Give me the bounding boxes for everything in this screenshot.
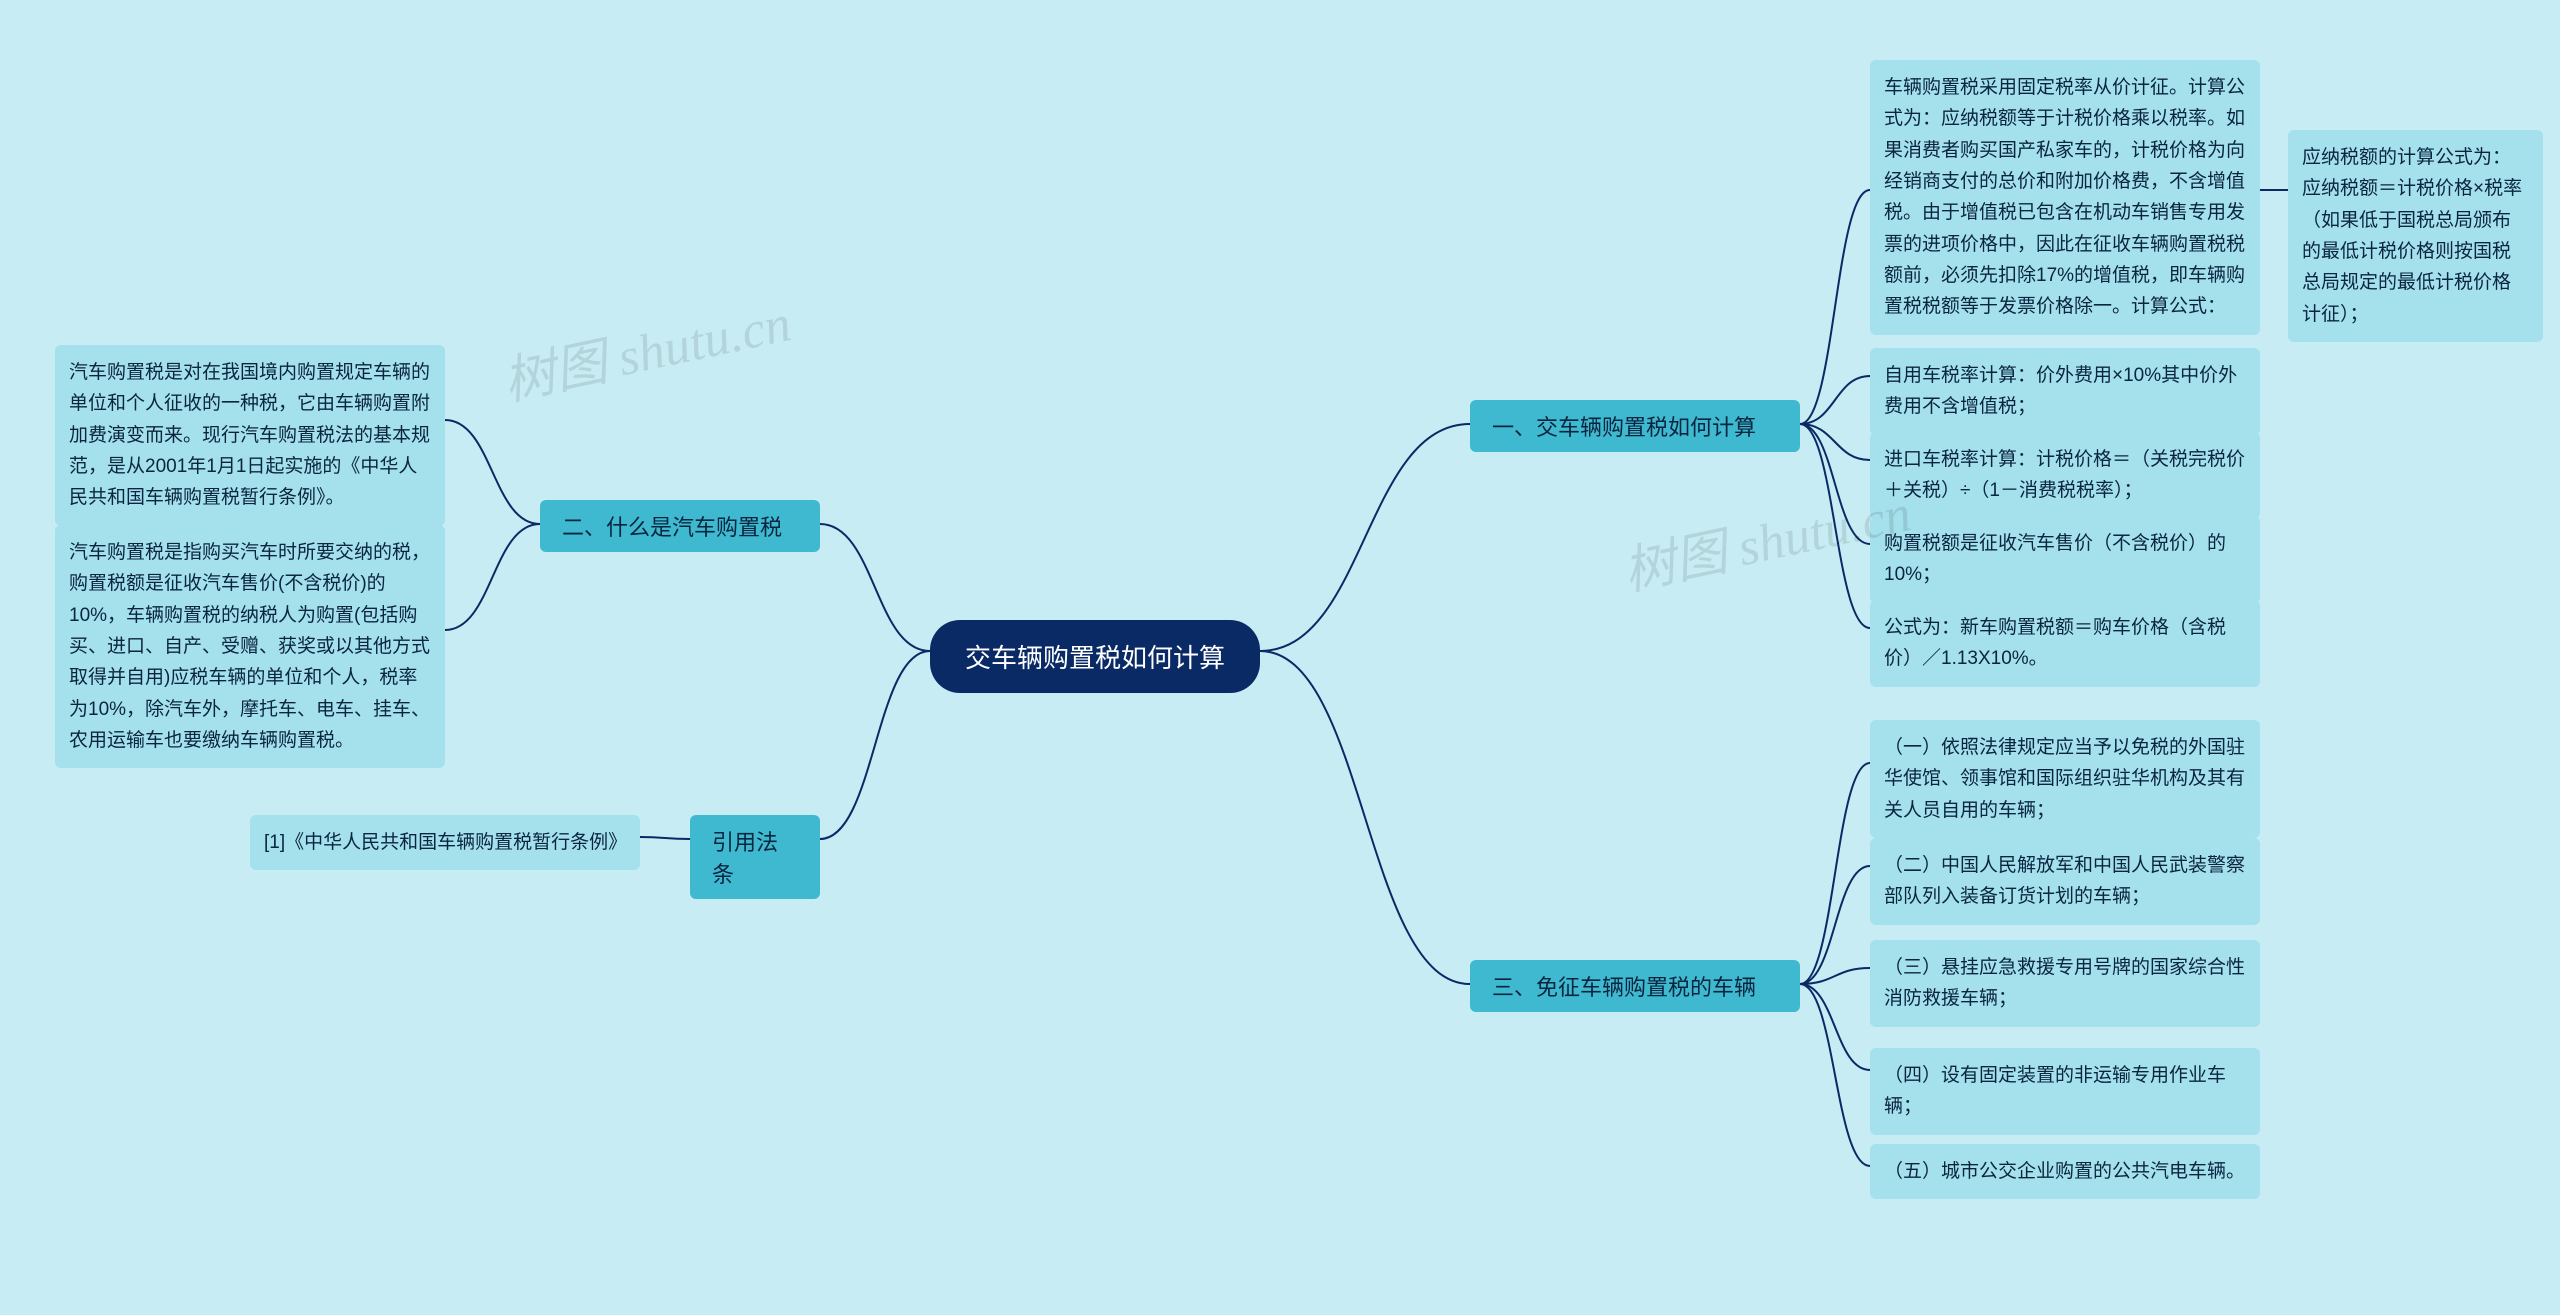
- branch-label: 引用法条: [712, 830, 778, 887]
- leaf-node-b1c4: 购置税额是征收汽车售价（不含税价）的10%；: [1870, 516, 2260, 603]
- leaf-text: （二）中国人民解放军和中国人民武装警察部队列入装备订货计划的车辆；: [1884, 855, 2245, 907]
- leaf-text: 公式为：新车购置税额＝购车价格（含税价）／1.13X10%。: [1884, 617, 2226, 669]
- branch-node-b1: 一、交车辆购置税如何计算: [1470, 400, 1800, 452]
- leaf-node-b1c1: 车辆购置税采用固定税率从价计征。计算公式为：应纳税额等于计税价格乘以税率。如果消…: [1870, 60, 2260, 335]
- leaf-node-b2c1: （一）依照法律规定应当予以免税的外国驻华使馆、领事馆和国际组织驻华机构及其有关人…: [1870, 720, 2260, 838]
- leaf-text: 汽车购置税是指购买汽车时所要交纳的税，购置税额是征收汽车售价(不含税价)的10%…: [69, 542, 430, 751]
- center-node: 交车辆购置税如何计算: [930, 620, 1260, 693]
- leaf-node-b2c2: （二）中国人民解放军和中国人民武装警察部队列入装备订货计划的车辆；: [1870, 838, 2260, 925]
- leaf-text: （四）设有固定装置的非运输专用作业车辆；: [1884, 1065, 2226, 1117]
- mindmap-canvas: 交车辆购置税如何计算 一、交车辆购置税如何计算 车辆购置税采用固定税率从价计征。计算…: [0, 0, 2560, 1315]
- leaf-text: 应纳税额的计算公式为：应纳税额＝计税价格×税率（如果低于国税总局颁布的最低计税价…: [2302, 147, 2522, 325]
- leaf-node-b4c1: [1]《中华人民共和国车辆购置税暂行条例》: [250, 815, 640, 870]
- branch-node-b4: 引用法条: [690, 815, 820, 899]
- leaf-node-b2c4: （四）设有固定装置的非运输专用作业车辆；: [1870, 1048, 2260, 1135]
- leaf-text: [1]《中华人民共和国车辆购置税暂行条例》: [264, 832, 627, 853]
- leaf-text: 车辆购置税采用固定税率从价计征。计算公式为：应纳税额等于计税价格乘以税率。如果消…: [1884, 77, 2245, 317]
- leaf-text: 购置税额是征收汽车售价（不含税价）的10%；: [1884, 533, 2226, 585]
- leaf-node-b3c2: 汽车购置税是指购买汽车时所要交纳的税，购置税额是征收汽车售价(不含税价)的10%…: [55, 525, 445, 768]
- watermark-text: 树图 shutu.cn: [499, 295, 796, 411]
- leaf-text: （五）城市公交企业购置的公共汽电车辆。: [1884, 1161, 2245, 1182]
- leaf-text: （一）依照法律规定应当予以免税的外国驻华使馆、领事馆和国际组织驻华机构及其有关人…: [1884, 737, 2245, 821]
- center-label: 交车辆购置税如何计算: [965, 643, 1225, 673]
- leaf-node-b1c3: 进口车税率计算：计税价格＝（关税完税价＋关税）÷（1－消费税税率）；: [1870, 432, 2260, 519]
- leaf-node-b1c5: 公式为：新车购置税额＝购车价格（含税价）／1.13X10%。: [1870, 600, 2260, 687]
- leaf-node-b2c5: （五）城市公交企业购置的公共汽电车辆。: [1870, 1144, 2260, 1199]
- watermark: 树图 shutu.cn: [495, 280, 796, 414]
- leaf-text: 汽车购置税是对在我国境内购置规定车辆的单位和个人征收的一种税，它由车辆购置附加费…: [69, 362, 430, 508]
- leaf-node-b1c1a: 应纳税额的计算公式为：应纳税额＝计税价格×税率（如果低于国税总局颁布的最低计税价…: [2288, 130, 2543, 342]
- leaf-node-b2c3: （三）悬挂应急救援专用号牌的国家综合性消防救援车辆；: [1870, 940, 2260, 1027]
- branch-label: 三、免征车辆购置税的车辆: [1492, 975, 1756, 1000]
- leaf-text: 自用车税率计算：价外费用×10%其中价外费用不含增值税；: [1884, 365, 2237, 417]
- branch-node-b2: 三、免征车辆购置税的车辆: [1470, 960, 1800, 1012]
- leaf-text: 进口车税率计算：计税价格＝（关税完税价＋关税）÷（1－消费税税率）；: [1884, 449, 2245, 501]
- branch-label: 一、交车辆购置税如何计算: [1492, 415, 1756, 440]
- branch-label: 二、什么是汽车购置税: [562, 515, 782, 540]
- leaf-node-b3c1: 汽车购置税是对在我国境内购置规定车辆的单位和个人征收的一种税，它由车辆购置附加费…: [55, 345, 445, 526]
- leaf-node-b1c2: 自用车税率计算：价外费用×10%其中价外费用不含增值税；: [1870, 348, 2260, 435]
- branch-node-b3: 二、什么是汽车购置税: [540, 500, 820, 552]
- leaf-text: （三）悬挂应急救援专用号牌的国家综合性消防救援车辆；: [1884, 957, 2245, 1009]
